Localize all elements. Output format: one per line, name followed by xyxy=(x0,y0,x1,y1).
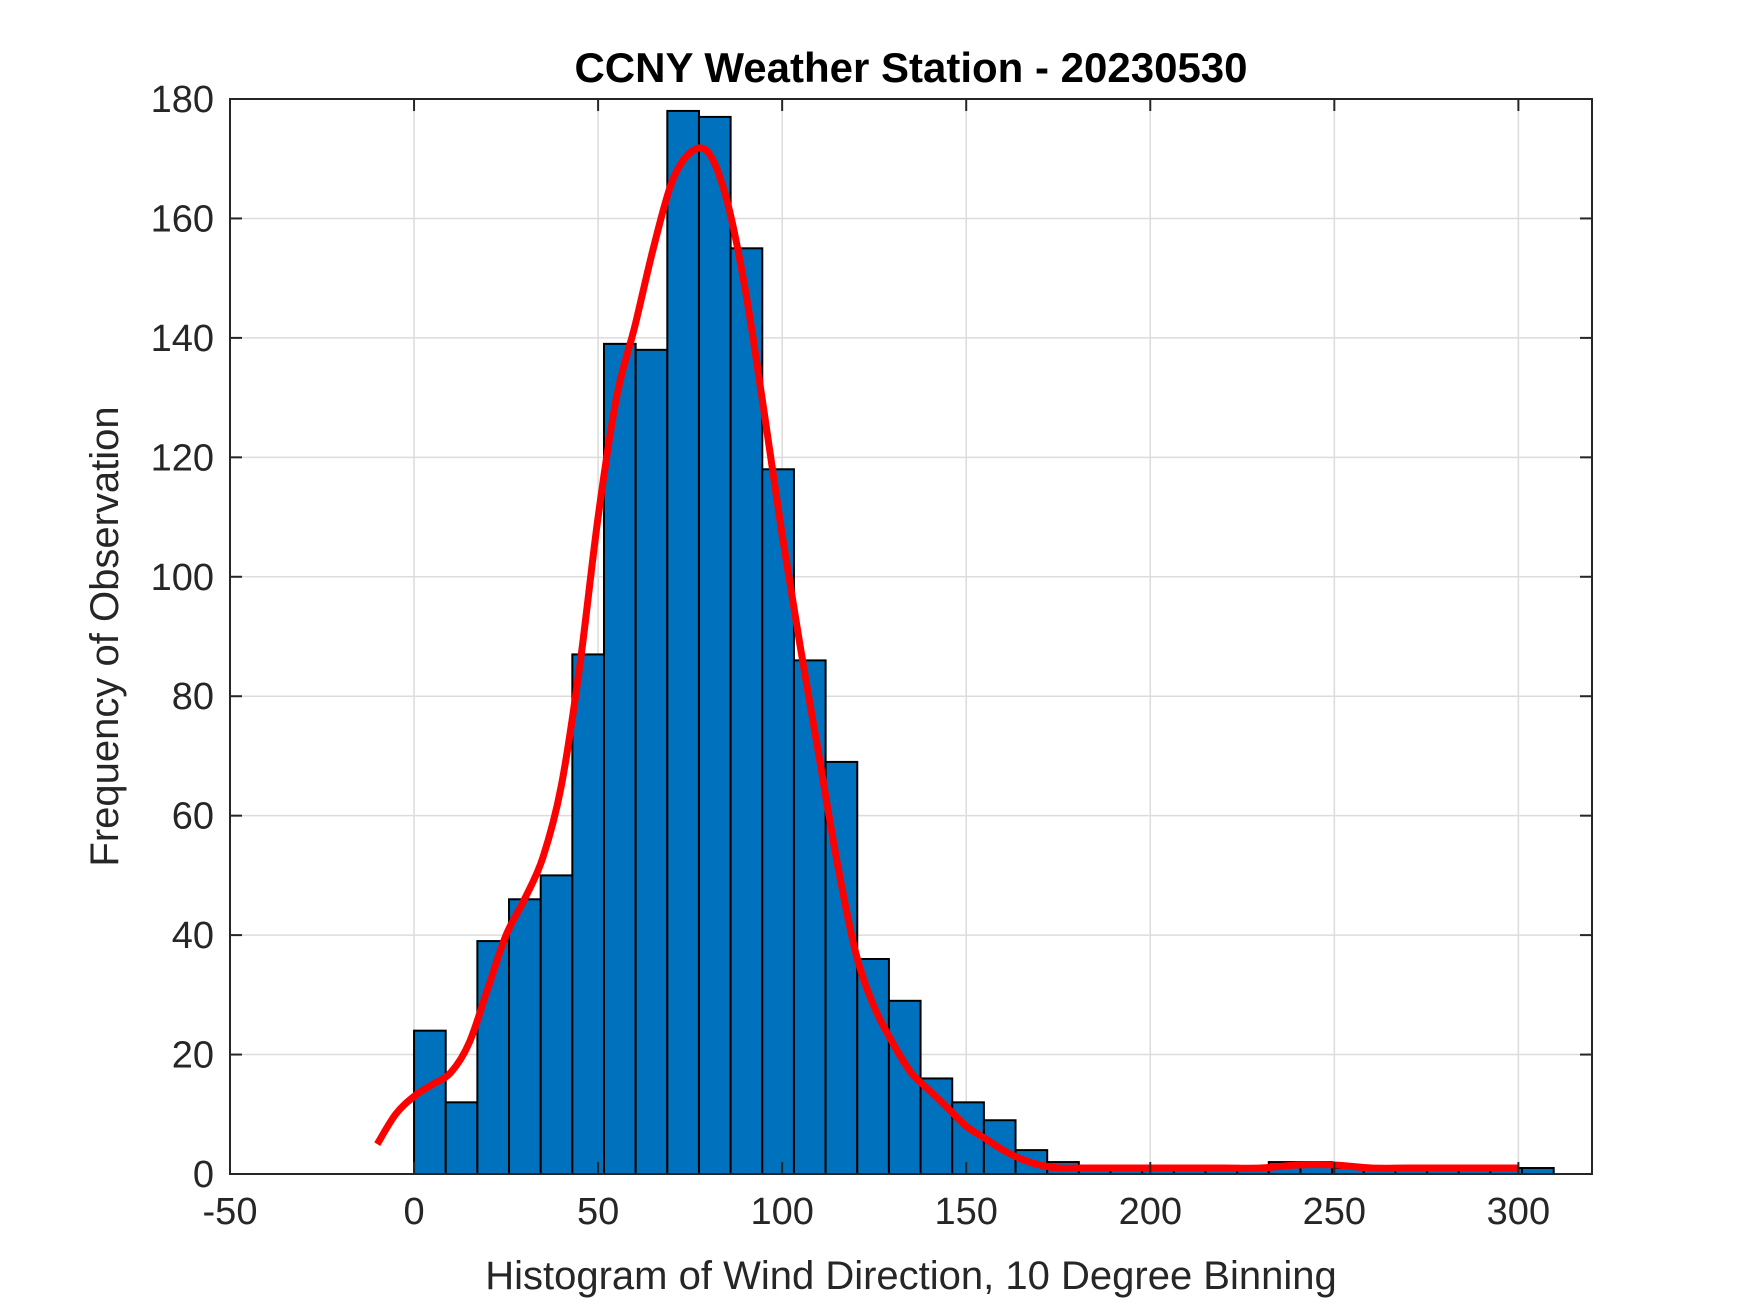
y-tick-label: 160 xyxy=(151,198,214,240)
histogram-bar xyxy=(539,874,574,1176)
histogram-bar xyxy=(571,653,605,1175)
histogram-bar xyxy=(444,1101,479,1176)
y-tick-label: 0 xyxy=(193,1154,214,1196)
y-tick-label: 60 xyxy=(172,796,214,838)
axes-box xyxy=(229,98,1593,1175)
y-tick-label: 80 xyxy=(172,676,214,718)
histogram-bar xyxy=(792,659,827,1175)
fit-curve-line xyxy=(374,144,1519,1172)
histogram-bar xyxy=(887,999,922,1175)
x-axis-label: Histogram of Wind Direction, 10 Degree B… xyxy=(485,1254,1337,1298)
x-tick-label: -50 xyxy=(203,1191,258,1233)
axis-ticks xyxy=(229,98,1592,1175)
histogram-bar xyxy=(856,958,890,1175)
y-tick-label: 120 xyxy=(151,437,214,479)
histogram-bar xyxy=(413,1029,447,1175)
histogram-bar xyxy=(508,898,542,1175)
x-tick-label: 300 xyxy=(1487,1191,1550,1233)
fit-curve-group xyxy=(374,144,1519,1172)
x-tick-label: 150 xyxy=(935,1191,998,1233)
histogram-bar xyxy=(634,348,669,1176)
x-tick-label: 100 xyxy=(750,1191,813,1233)
y-tick-labels: 0 20 40 60 80 100 120 140 160 180 xyxy=(151,79,214,1196)
histogram-bar xyxy=(729,247,764,1176)
y-tick-label: 140 xyxy=(151,318,214,360)
histogram-bar xyxy=(602,342,637,1176)
y-tick-label: 40 xyxy=(172,915,214,957)
x-tick-label: 50 xyxy=(577,1191,619,1233)
y-tick-label: 180 xyxy=(151,79,214,121)
x-tick-label: 0 xyxy=(403,1191,424,1233)
x-tick-label: 200 xyxy=(1119,1191,1182,1233)
y-tick-label: 100 xyxy=(151,557,214,599)
y-tick-label: 20 xyxy=(172,1035,214,1077)
x-tick-label: 250 xyxy=(1303,1191,1366,1233)
x-tick-labels: -50 0 50 100 150 200 250 300 xyxy=(203,1191,1551,1233)
y-axis-label: Frequency of Observation xyxy=(83,406,127,866)
histogram-bar xyxy=(697,115,732,1176)
chart-title: CCNY Weather Station - 20230530 xyxy=(574,44,1247,91)
histogram-bar xyxy=(666,109,700,1175)
